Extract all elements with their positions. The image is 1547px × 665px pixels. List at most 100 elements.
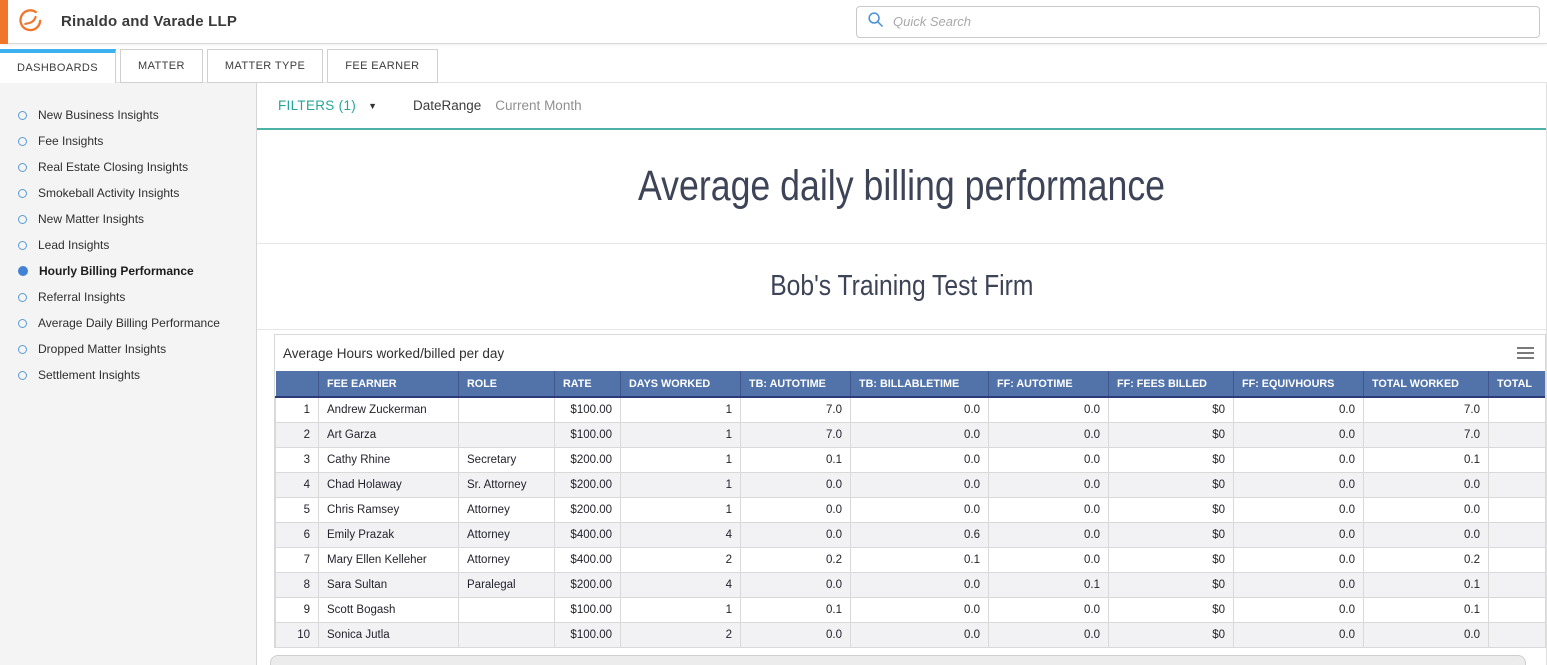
- cell: 0.0: [988, 421, 1109, 448]
- cell: 0.0: [740, 571, 851, 598]
- sidebar-item-smokeball-activity-insights[interactable]: Smokeball Activity Insights: [0, 180, 256, 206]
- radio-icon[interactable]: [18, 292, 27, 302]
- cell: 9: [275, 596, 319, 623]
- cell: 0.0: [988, 496, 1109, 523]
- cell: 8: [275, 571, 319, 598]
- sidebar-item-new-matter-insights[interactable]: New Matter Insights: [0, 206, 256, 232]
- radio-icon[interactable]: [18, 318, 27, 328]
- cell: $100.00: [554, 396, 621, 423]
- cell: 0.0: [1233, 571, 1364, 598]
- radio-icon[interactable]: [18, 344, 27, 354]
- cell: $0: [1108, 546, 1234, 573]
- sidebar-item-new-business-insights[interactable]: New Business Insights: [0, 102, 256, 128]
- radio-icon[interactable]: [18, 110, 27, 120]
- cell: Cathy Rhine: [318, 446, 459, 473]
- cell: 0.0: [1233, 421, 1364, 448]
- cell: 3: [275, 446, 319, 473]
- column-header-ff-equivhours[interactable]: FF: EQUIVHOURS: [1233, 371, 1364, 398]
- radio-selected-icon[interactable]: [18, 266, 28, 276]
- column-header-tb-autotime[interactable]: TB: AUTOTIME: [740, 371, 851, 398]
- tab-fee-earner[interactable]: FEE EARNER: [327, 49, 438, 83]
- cell: 0.0: [850, 571, 989, 598]
- column-header-role[interactable]: ROLE: [458, 371, 555, 398]
- cell: 0.0: [988, 396, 1109, 423]
- cell: 0.0: [1363, 621, 1489, 647]
- sidebar-item-real-estate-closing-insights[interactable]: Real Estate Closing Insights: [0, 154, 256, 180]
- column-header-total-worked[interactable]: TOTAL WORKED: [1363, 371, 1489, 398]
- cell: 0.0: [850, 621, 989, 647]
- cell: $0: [1108, 396, 1234, 423]
- sidebar-item-referral-insights[interactable]: Referral Insights: [0, 284, 256, 310]
- cell: 0.0: [988, 521, 1109, 548]
- cell: $0: [1108, 621, 1234, 647]
- cell: [458, 396, 555, 423]
- search-input[interactable]: [893, 14, 1529, 29]
- sidebar-item-hourly-billing-performance[interactable]: Hourly Billing Performance: [0, 258, 256, 284]
- cell: $200.00: [554, 571, 621, 598]
- table-row: 9 Scott Bogash $100.00 1 0.1 0.0 0.0 $0 0.0 0.1: [275, 596, 1545, 623]
- table-row: 6 Emily Prazak Attorney $400.00 4 0.0 0.6 0.0 $0…: [275, 521, 1545, 548]
- billing-table-card: Average Hours worked/billed per day FEE …: [274, 334, 1546, 648]
- cell: [1488, 621, 1545, 647]
- sidebar-item-dropped-matter-insights[interactable]: Dropped Matter Insights: [0, 336, 256, 362]
- column-header-ff-fees-billed[interactable]: FF: FEES BILLED: [1108, 371, 1234, 398]
- sidebar-item-average-daily-billing-performance[interactable]: Average Daily Billing Performance: [0, 310, 256, 336]
- quick-search[interactable]: [856, 5, 1540, 38]
- cell: 0.0: [850, 396, 989, 423]
- daterange-value: Current Month: [495, 98, 582, 113]
- radio-icon[interactable]: [18, 188, 27, 198]
- table-row: 3 Cathy Rhine Secretary $200.00 1 0.1 0.0 0.0 $0…: [275, 446, 1545, 473]
- cell: 0.1: [740, 446, 851, 473]
- menu-icon[interactable]: [1517, 346, 1534, 360]
- cell: 2: [275, 421, 319, 448]
- radio-icon[interactable]: [18, 136, 27, 146]
- firm-subtitle-card: Bob's Training Test Firm: [257, 244, 1546, 330]
- cell: 0.6: [850, 521, 989, 548]
- cell: $200.00: [554, 446, 621, 473]
- cell: 2: [620, 621, 741, 647]
- cell: 1: [620, 596, 741, 623]
- tab-matter-type[interactable]: MATTER TYPE: [206, 49, 324, 83]
- sidebar-item-label: New Business Insights: [38, 108, 159, 122]
- cell: 0.0: [1233, 471, 1364, 498]
- cell: 6: [275, 521, 319, 548]
- sidebar-item-settlement-insights[interactable]: Settlement Insights: [0, 362, 256, 388]
- column-header-days-worked[interactable]: DAYS WORKED: [620, 371, 741, 398]
- cell: 0.0: [1363, 496, 1489, 523]
- cell: Scott Bogash: [318, 596, 459, 623]
- cell: 0.0: [1363, 471, 1489, 498]
- sidebar-item-lead-insights[interactable]: Lead Insights: [0, 232, 256, 258]
- cell: [1488, 396, 1545, 423]
- radio-icon[interactable]: [18, 214, 27, 224]
- filters-button[interactable]: FILTERS (1) ▼: [278, 98, 377, 113]
- column-header-rate[interactable]: RATE: [554, 371, 621, 398]
- cell: 7.0: [1363, 421, 1489, 448]
- cell: 7.0: [740, 396, 851, 423]
- cell: Art Garza: [318, 421, 459, 448]
- cell: [458, 596, 555, 623]
- column-header-fee-earner[interactable]: FEE EARNER: [318, 371, 459, 398]
- cell: [1488, 496, 1545, 523]
- tab-matter[interactable]: MATTER: [120, 49, 203, 83]
- column-header-ff-autotime[interactable]: FF: AUTOTIME: [988, 371, 1109, 398]
- cell: Chris Ramsey: [318, 496, 459, 523]
- table-row: 5 Chris Ramsey Attorney $200.00 1 0.0 0.0 0.0 $0…: [275, 496, 1545, 523]
- cell: 0.0: [988, 621, 1109, 647]
- cell: 0.0: [1233, 596, 1364, 623]
- cell: 1: [620, 421, 741, 448]
- cell: 0.0: [850, 471, 989, 498]
- cell: Attorney: [458, 521, 555, 548]
- cell: 0.1: [850, 546, 989, 573]
- column-header-index[interactable]: [275, 371, 319, 398]
- table-row: 4 Chad Holaway Sr. Attorney $200.00 1 0.0 0.0 0…: [275, 471, 1545, 498]
- radio-icon[interactable]: [18, 162, 27, 172]
- sidebar-item-fee-insights[interactable]: Fee Insights: [0, 128, 256, 154]
- sidebar-item-label: Hourly Billing Performance: [39, 264, 194, 278]
- cell: 1: [275, 396, 319, 423]
- tab-dashboards[interactable]: DASHBOARDS: [0, 49, 117, 83]
- cell: $100.00: [554, 596, 621, 623]
- column-header-total[interactable]: TOTAL: [1488, 371, 1545, 398]
- column-header-tb-billabletime[interactable]: TB: BILLABLETIME: [850, 371, 989, 398]
- radio-icon[interactable]: [18, 240, 27, 250]
- radio-icon[interactable]: [18, 370, 27, 380]
